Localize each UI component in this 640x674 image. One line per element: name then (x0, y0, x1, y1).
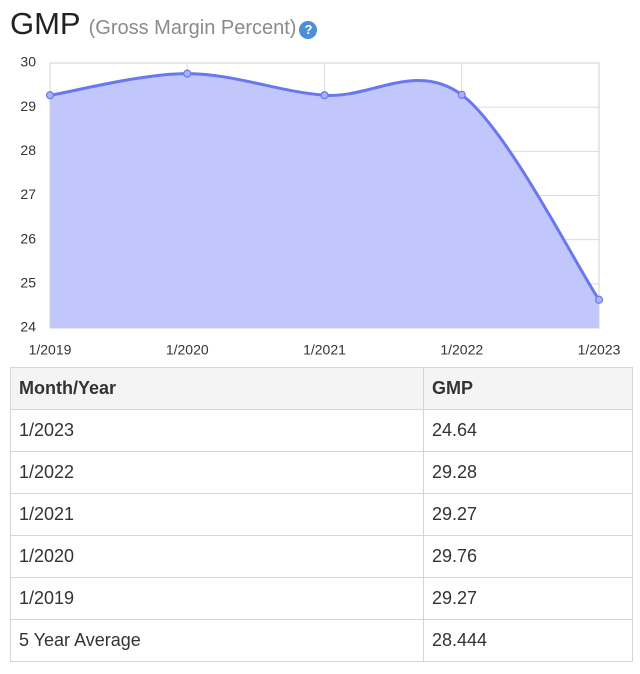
y-tick-label: 27 (20, 186, 36, 202)
x-tick-label: 1/2021 (303, 342, 346, 358)
y-tick-label: 26 (20, 230, 36, 246)
table-cell: 29.28 (423, 451, 633, 494)
table-cell: 1/2021 (10, 493, 424, 536)
subtitle: (Gross Margin Percent) (88, 17, 297, 39)
point (594, 295, 604, 304)
table-row: 1/2019 29.27 (10, 577, 633, 620)
y-tick-label: 30 (20, 54, 36, 70)
column-header: Month/Year (10, 367, 424, 410)
x-tick-label: 1/2019 (29, 342, 72, 358)
y-tick-label: 24 (20, 319, 36, 335)
table-row: 1/2020 29.76 (10, 535, 633, 578)
x-tick-label: 1/2022 (440, 342, 483, 358)
title: GMP (10, 6, 81, 41)
plot-border (49, 62, 600, 329)
table-cell: 1/2023 (10, 409, 424, 452)
line (49, 72, 601, 301)
y-tick-label: 29 (20, 98, 36, 114)
table-cell: 1/2022 (10, 451, 424, 494)
chart: 24 25 26 27 28 29 30 1/2019 1/2020 1/2021 1/2022 1/… (20, 54, 621, 358)
table-cell: 28.444 (423, 619, 633, 662)
point (45, 91, 55, 100)
table-cell: 29.27 (423, 577, 633, 620)
data-table: Month/Year GMP 1/2023 24.64 1/2022 29.28 1/2… (10, 367, 633, 662)
table-row: 1/2023 24.64 (10, 409, 633, 452)
table-cell: 29.27 (423, 493, 633, 536)
table-row: 1/2021 29.27 (10, 493, 633, 536)
table-row: 5 Year Average 28.444 (10, 619, 633, 662)
help-icon[interactable]: ? (299, 21, 318, 39)
y-tick-label: 25 (20, 275, 36, 291)
header: GMP (Gross Margin Percent) ? (10, 6, 318, 46)
table-cell: 5 Year Average (10, 619, 424, 662)
table-cell: 24.64 (423, 409, 633, 452)
x-tick-label: 1/2023 (578, 342, 621, 358)
x-tick-label: 1/2020 (166, 342, 209, 358)
table-row: 1/2022 29.28 (10, 451, 633, 494)
table-cell: 1/2020 (10, 535, 424, 578)
point (457, 90, 466, 99)
table-header: Month/Year GMP (10, 367, 633, 410)
column-header: GMP (423, 367, 633, 410)
y-tick-label: 28 (20, 142, 36, 158)
table-cell: 1/2019 (10, 577, 424, 620)
point (320, 91, 329, 100)
table-cell: 29.76 (423, 535, 633, 578)
area (50, 73, 599, 328)
point (183, 69, 192, 78)
